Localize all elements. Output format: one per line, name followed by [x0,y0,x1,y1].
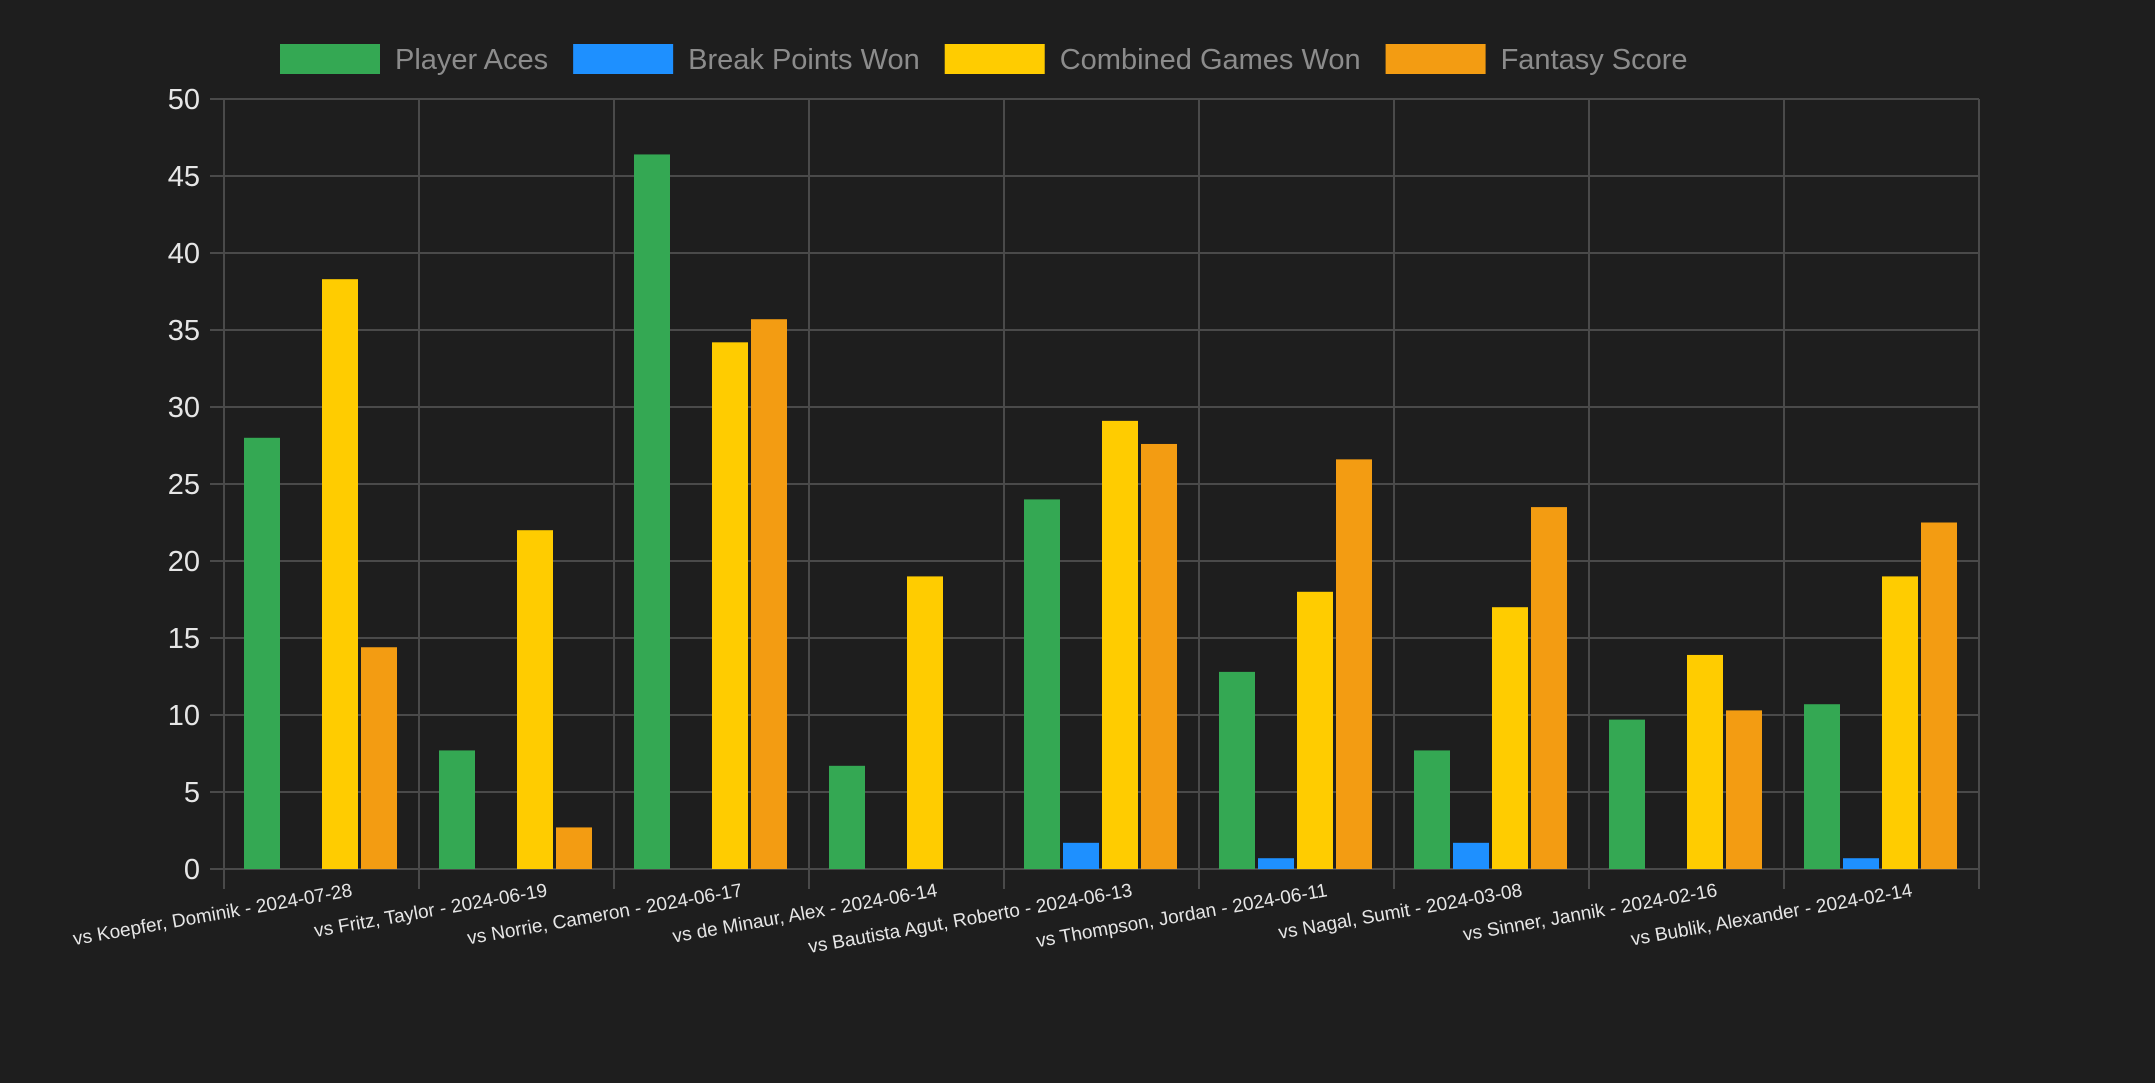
legend-label: Break Points Won [688,44,920,76]
legend-swatch [280,44,380,74]
y-tick-label: 10 [168,700,200,732]
bar [634,154,670,869]
bar [1609,719,1645,869]
legend-item[interactable]: Fantasy Score [1385,44,1688,76]
y-tick-label: 25 [168,469,200,501]
bar [244,437,280,869]
y-tick-label: 0 [184,854,200,886]
y-tick-label: 50 [168,84,200,116]
y-tick-label: 45 [168,161,200,193]
bar [1102,420,1138,869]
legend-label: Player Aces [395,44,548,76]
legend-swatch [573,44,674,74]
bar [1726,710,1762,869]
y-tick-label: 30 [168,392,200,424]
bar [1024,499,1060,869]
bar [1453,842,1489,869]
bars [244,154,1957,870]
bar [1297,591,1333,869]
y-axis: 0 5 10 15 20 25 30 35 40 45 50 [168,84,200,886]
bar [1921,522,1957,869]
bar [1258,858,1294,869]
bar [517,530,553,869]
bar [361,647,397,869]
bar [1882,576,1918,869]
bar [829,765,865,869]
legend-item[interactable]: Player Aces [280,44,548,76]
bar [556,827,592,869]
legend-swatch [944,44,1045,74]
bar [712,342,748,869]
bar [1687,654,1723,869]
grid [210,98,1980,889]
bar [1492,607,1528,869]
legend-item[interactable]: Break Points Won [573,44,920,76]
bar [751,319,787,870]
bar [1141,443,1177,869]
bar [1219,671,1255,869]
bar [439,750,475,869]
bar [1531,507,1567,869]
y-tick-label: 15 [168,623,200,655]
y-tick-label: 20 [168,546,200,578]
y-tick-label: 35 [168,315,200,347]
legend-item[interactable]: Combined Games Won [944,44,1361,76]
legend-label: Fantasy Score [1501,44,1688,76]
legend-label: Combined Games Won [1060,44,1361,76]
bar [1063,842,1099,869]
bar [907,576,943,869]
bar [1804,704,1840,869]
bar [1336,459,1372,869]
legend[interactable]: Player Aces Break Points Won Combined Game… [280,44,1688,76]
bar [1414,750,1450,869]
legend-swatch [1385,44,1486,74]
y-tick-label: 40 [168,238,200,270]
y-tick-label: 5 [184,777,200,809]
bar [322,279,358,869]
bar [1843,858,1879,869]
